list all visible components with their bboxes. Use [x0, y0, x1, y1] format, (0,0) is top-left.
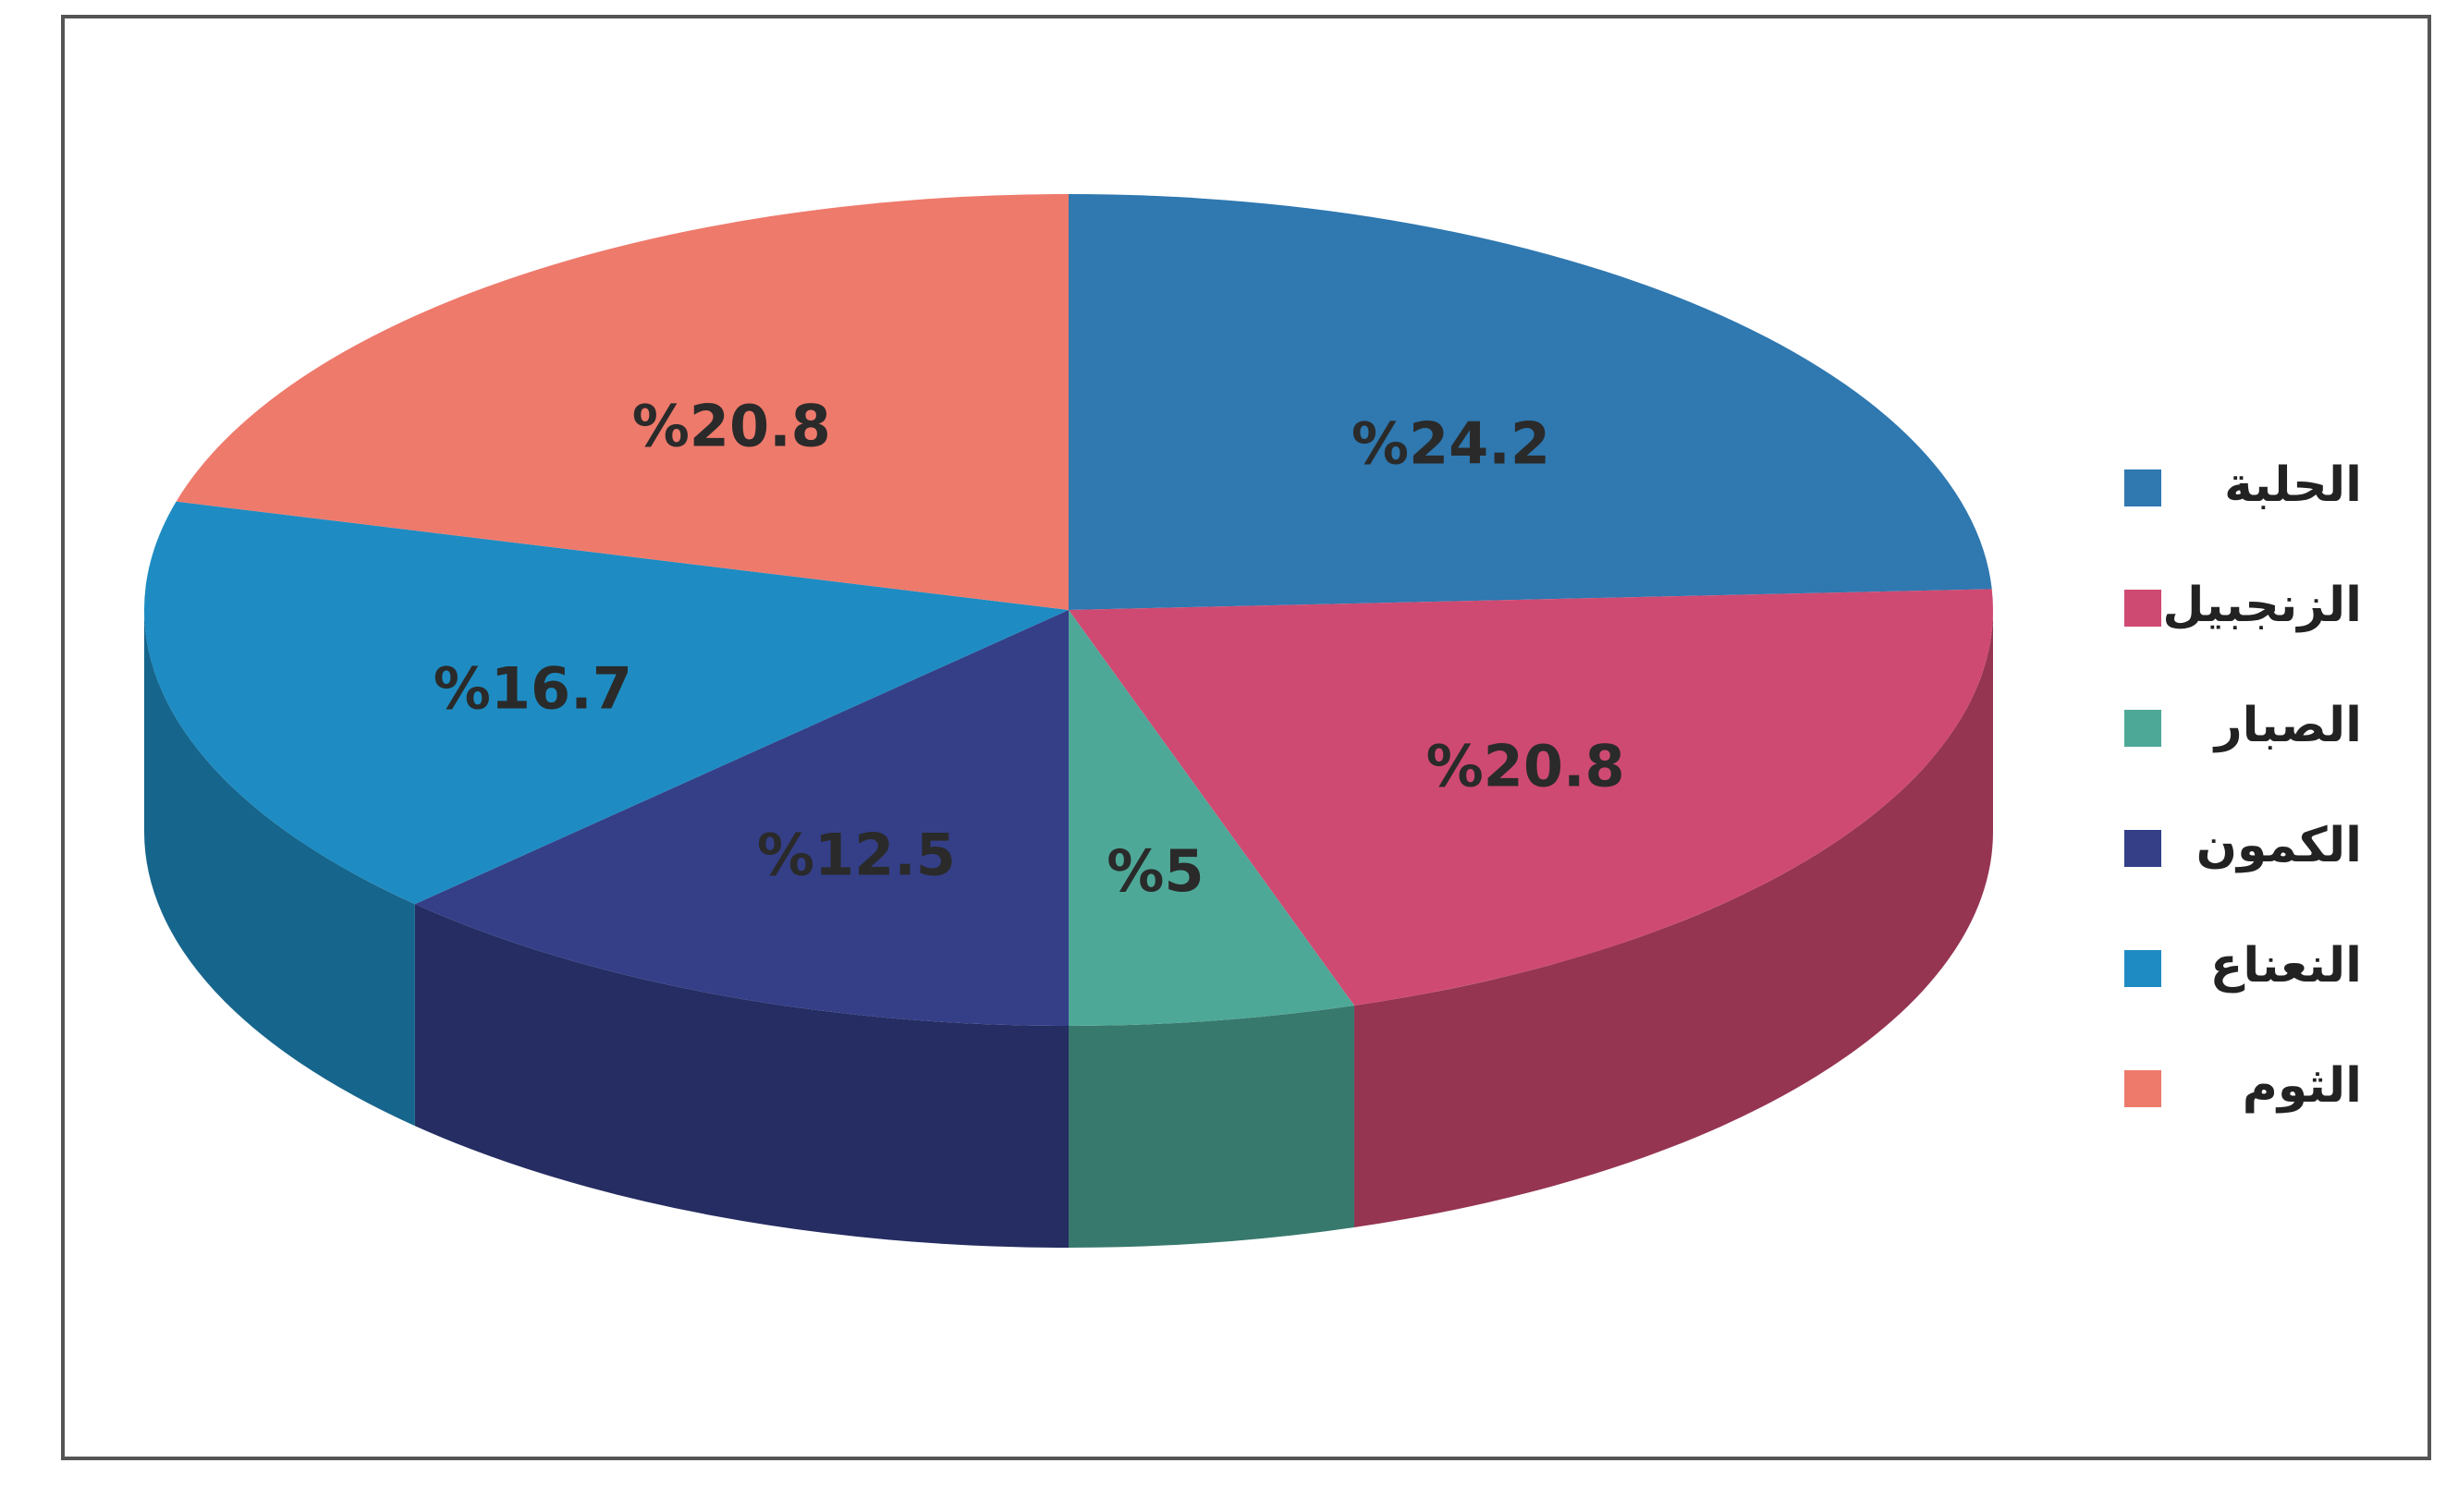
slice-side	[144, 610, 415, 1127]
slice	[1069, 610, 1355, 1026]
data-label: %5	[1107, 837, 1204, 905]
legend-swatch	[2124, 469, 2161, 506]
data-label: %20.8	[632, 393, 831, 460]
legend-label: الزنجبيل	[2162, 578, 2362, 633]
slice	[1069, 589, 1993, 1006]
slice	[176, 194, 1070, 610]
legend-swatch	[2124, 830, 2161, 867]
slice	[414, 610, 1070, 1026]
slice	[143, 501, 1070, 905]
data-label: %16.7	[434, 655, 632, 723]
legend-swatch	[2124, 710, 2161, 747]
data-label: %12.5	[757, 822, 956, 889]
data-label: %24.2	[1351, 409, 1550, 477]
slice-side	[1354, 610, 1993, 1227]
legend-swatch	[2124, 1070, 2161, 1107]
legend-label: الصبار	[2212, 698, 2362, 753]
slice-side	[1069, 1005, 1355, 1248]
legend-label: الثوم	[2243, 1058, 2362, 1114]
slice-side	[414, 904, 1070, 1248]
legend-label: الحلبة	[2224, 457, 2362, 513]
legend-swatch	[2124, 950, 2161, 987]
legend-swatch	[2124, 590, 2161, 627]
legend-label: النعناع	[2210, 938, 2362, 994]
data-label: %20.8	[1426, 732, 1625, 799]
legend-label: الكمون	[2196, 818, 2362, 873]
slice	[1069, 194, 1992, 610]
